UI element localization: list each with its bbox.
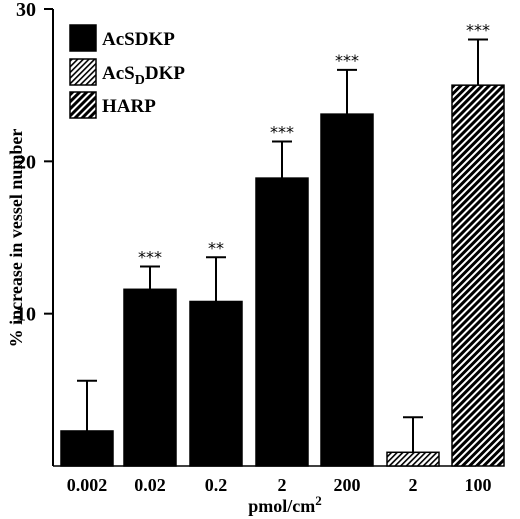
bar (60, 430, 114, 467)
legend-label-text: AcS (102, 63, 135, 84)
significance-label: *** (270, 123, 294, 142)
x-axis-label: pmol/cm2 (248, 493, 322, 516)
legend-label-text: HARP (102, 96, 156, 117)
bar (255, 177, 309, 467)
y-tick-label: 20 (16, 151, 36, 173)
legend-label-text: AcSDKP (102, 29, 175, 50)
bar (451, 84, 505, 467)
x-tick-label: 200 (334, 475, 361, 495)
x-axis-label-main: pmol/cm (248, 496, 315, 516)
x-tick-label: 100 (465, 475, 492, 495)
y-tick-label: 10 (16, 304, 36, 326)
bar (386, 451, 440, 467)
y-tick-label: 30 (16, 0, 36, 21)
x-tick-label: 0.02 (134, 475, 166, 495)
y-ticks: 10 20 30 (16, 0, 53, 326)
x-axis-label-superscript: 2 (315, 493, 322, 508)
bar (320, 113, 374, 467)
legend-swatch (69, 58, 97, 86)
significance-label: ** (208, 238, 224, 257)
legend-label: HARP (102, 96, 156, 117)
significance-label: *** (466, 20, 490, 39)
legend-label-subscript: D (135, 73, 145, 88)
y-axis-label: % increase in vessel number (6, 129, 26, 348)
x-tick-label: 0.2 (205, 475, 228, 495)
x-tick-label: 2 (278, 475, 287, 495)
bars-group: *** *********** (60, 20, 505, 467)
x-tick-label: 0.002 (67, 475, 108, 495)
legend-label: AcSDKP (102, 29, 175, 50)
legend-swatch (69, 24, 97, 52)
bar (123, 288, 177, 467)
legend-label: AcSDDKP (102, 63, 185, 88)
significance-label: *** (335, 51, 359, 70)
significance-label: *** (138, 247, 162, 266)
legend-label-tail: DKP (145, 63, 186, 84)
x-tick-labels: 0.002 0.02 0.2 2 200 2 100 (67, 475, 492, 495)
x-tick-label: 2 (409, 475, 418, 495)
bar (189, 300, 243, 467)
legend-swatch (69, 91, 97, 119)
